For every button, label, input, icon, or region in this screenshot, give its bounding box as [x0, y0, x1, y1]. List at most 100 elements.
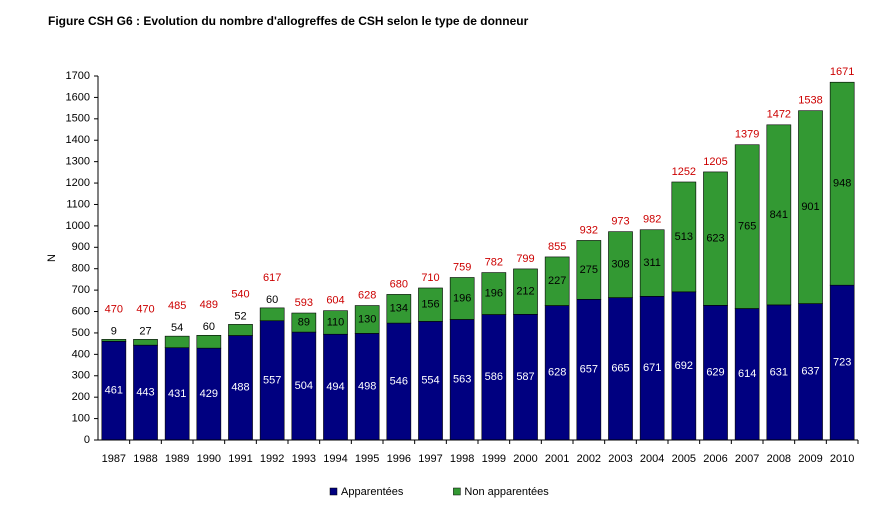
x-tick-label: 1989 — [165, 453, 189, 465]
bar-segment — [639, 229, 665, 297]
bar-segment — [323, 333, 348, 441]
data-label: 27 — [139, 325, 151, 337]
data-label: 554 — [421, 375, 439, 387]
data-label: 628 — [548, 367, 566, 379]
x-tick-label: 2000 — [513, 453, 537, 465]
total-label: 540 — [231, 288, 249, 300]
data-label: 89 — [298, 316, 310, 328]
total-label: 593 — [295, 297, 313, 309]
x-tick-label: 2010 — [830, 453, 854, 465]
data-label: 692 — [675, 360, 693, 372]
bar-segment — [481, 314, 507, 441]
legend-label: Non apparentées — [464, 486, 549, 498]
data-label: 311 — [643, 257, 661, 269]
x-tick-label: 1991 — [228, 453, 252, 465]
data-label: 60 — [266, 294, 278, 306]
y-tick-label: 1100 — [66, 198, 90, 210]
data-label: 498 — [358, 381, 376, 393]
total-label: 604 — [326, 295, 344, 307]
total-label: 932 — [580, 224, 598, 236]
data-label: 614 — [738, 368, 756, 380]
x-tick-label: 1992 — [260, 453, 284, 465]
total-label: 799 — [516, 253, 534, 265]
data-label: 657 — [580, 364, 598, 376]
y-tick-label: 1500 — [66, 113, 90, 125]
data-label: 948 — [833, 178, 851, 190]
data-label: 275 — [580, 264, 598, 276]
legend-swatch — [329, 487, 338, 496]
total-label: 782 — [485, 256, 503, 268]
x-tick-label: 1994 — [323, 453, 347, 465]
data-label: 637 — [801, 366, 819, 378]
y-tick-label: 1700 — [66, 70, 90, 82]
data-label: 563 — [453, 374, 471, 386]
total-label: 1205 — [703, 156, 727, 168]
y-tick-label: 1000 — [66, 220, 90, 232]
y-axis-label: N — [46, 254, 58, 262]
total-label: 489 — [200, 299, 218, 311]
data-label: 623 — [706, 233, 724, 245]
x-tick-label: 1996 — [387, 453, 411, 465]
x-tick-label: 1995 — [355, 453, 379, 465]
data-label: 54 — [171, 322, 183, 334]
total-label: 470 — [136, 303, 154, 315]
data-label: 546 — [390, 375, 408, 387]
bar-segment — [798, 110, 823, 304]
bar-segment — [734, 144, 760, 309]
bar-segment — [354, 305, 380, 334]
y-tick-label: 800 — [72, 263, 90, 275]
data-label: 429 — [200, 388, 218, 400]
x-tick-label: 2008 — [767, 453, 791, 465]
x-tick-label: 2006 — [703, 453, 727, 465]
bar-segment — [418, 287, 443, 322]
x-tick-label: 1997 — [418, 453, 442, 465]
data-label: 134 — [390, 303, 408, 315]
x-tick-label: 1987 — [102, 453, 126, 465]
x-tick-label: 1988 — [133, 453, 157, 465]
chart-title: Figure CSH G6 : Evolution du nombre d'al… — [48, 14, 529, 28]
data-label: 671 — [643, 362, 661, 374]
data-label: 227 — [548, 275, 566, 287]
data-label: 52 — [234, 310, 246, 322]
bar-segment — [608, 297, 633, 441]
total-label: 1379 — [735, 129, 759, 141]
y-tick-label: 0 — [84, 434, 90, 446]
y-tick-label: 500 — [72, 327, 90, 339]
y-tick-label: 900 — [72, 241, 90, 253]
data-label: 431 — [168, 388, 186, 400]
data-label: 723 — [833, 357, 851, 369]
bar-segment — [354, 333, 380, 441]
total-label: 485 — [168, 300, 186, 312]
x-tick-label: 1993 — [292, 453, 316, 465]
x-tick-label: 1999 — [482, 453, 506, 465]
bar-segment — [101, 339, 127, 342]
bar-segment — [228, 324, 253, 336]
bar-segment — [576, 299, 602, 441]
bar-segment — [133, 339, 158, 346]
data-label: 494 — [326, 381, 344, 393]
data-label: 110 — [327, 316, 345, 328]
bar-segment — [449, 277, 475, 320]
legend-swatch — [453, 487, 461, 496]
data-label: 841 — [770, 209, 788, 221]
bar-segment — [133, 344, 158, 441]
bar-segment — [291, 312, 317, 333]
x-tick-label: 1990 — [197, 453, 221, 465]
bar-segment — [671, 181, 697, 293]
x-tick-label: 2004 — [640, 453, 664, 465]
data-label: 443 — [136, 386, 154, 398]
bar-segment — [829, 81, 855, 286]
bar-segment — [386, 294, 412, 324]
bar-segment — [576, 240, 602, 300]
total-label: 973 — [611, 216, 629, 228]
data-label: 586 — [485, 371, 503, 383]
y-tick-label: 100 — [72, 412, 90, 424]
data-label: 901 — [801, 201, 819, 213]
bar-segment — [196, 334, 222, 349]
total-label: 680 — [390, 278, 408, 290]
data-label: 196 — [485, 287, 503, 299]
data-label: 60 — [203, 321, 215, 333]
bar-segment — [259, 320, 285, 441]
bar-segment — [323, 310, 348, 335]
